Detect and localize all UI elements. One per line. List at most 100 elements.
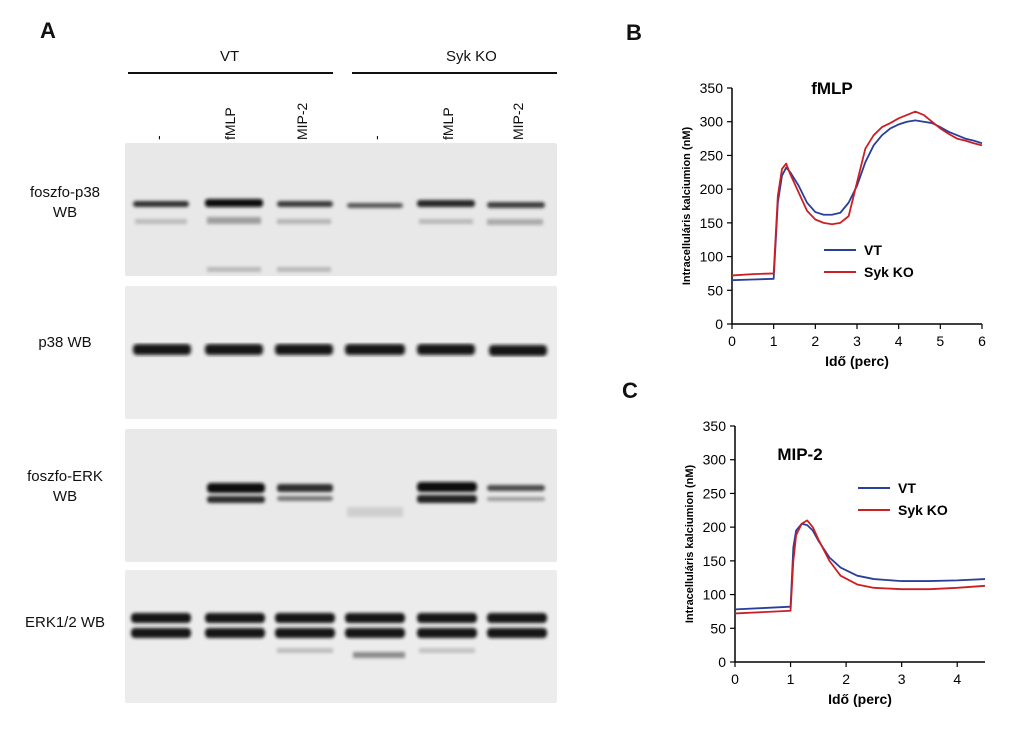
panel-c-letter: C — [622, 378, 638, 403]
legend-label: Syk KO — [864, 264, 914, 280]
legend-label: VT — [864, 242, 882, 258]
x-tick-label: 5 — [936, 333, 944, 349]
band — [277, 484, 333, 492]
chart-title: MIP-2 — [777, 445, 822, 464]
y-axis-label: Intracelluláris kalciumion (nM) — [684, 465, 696, 624]
blot-phospho-erk — [125, 429, 557, 562]
band — [345, 613, 405, 623]
band — [205, 613, 265, 623]
blot-label-phospho-erk: foszfo-ERK WB — [27, 468, 103, 505]
y-tick-label: 50 — [707, 282, 723, 298]
band — [275, 613, 335, 623]
faint-band — [353, 652, 405, 658]
y-tick-label: 0 — [715, 316, 723, 332]
band — [487, 613, 547, 623]
band — [277, 496, 333, 501]
band — [489, 345, 547, 356]
band — [347, 203, 403, 208]
band — [277, 201, 333, 207]
y-tick-label: 350 — [703, 418, 727, 434]
x-tick-label: 0 — [731, 671, 739, 687]
blot-label-erk12: ERK1/2 WB — [24, 614, 106, 631]
series-line-vt — [734, 522, 986, 611]
x-axis-label: Idő (perc) — [828, 691, 892, 707]
band — [417, 613, 477, 623]
band — [345, 628, 405, 638]
group-line-vt — [128, 72, 333, 74]
y-tick-label: 250 — [700, 147, 724, 163]
band — [417, 482, 477, 492]
faint-band — [347, 507, 403, 517]
blot-phospho-erk-bands — [207, 482, 545, 517]
faint-band — [277, 648, 333, 653]
band — [417, 628, 477, 638]
band — [131, 628, 191, 638]
lane-label-vt-mip2: MIP-2 — [294, 102, 310, 140]
faint-band — [207, 217, 261, 224]
faint-band — [135, 219, 187, 224]
x-tick-label: 2 — [842, 671, 850, 687]
y-tick-label: 200 — [700, 181, 724, 197]
blot-phospho-p38-bands — [133, 199, 545, 272]
band — [207, 483, 265, 493]
panel-a-letter: A — [40, 18, 56, 43]
blot-label-p38: p38 WB — [38, 334, 92, 351]
band — [205, 199, 263, 207]
lane-label-syk-fmlp: fMLP — [440, 107, 456, 140]
band — [133, 344, 191, 355]
faint-band — [419, 648, 475, 653]
band — [133, 201, 189, 207]
x-tick-label: 0 — [728, 333, 736, 349]
group-label-syk-ko: Syk KO — [446, 48, 497, 65]
chart-fmlp: 0 50 100 150 200 250 300 350 0 1 2 3 4 5 6 Idő (perc) In… — [681, 79, 986, 369]
band — [205, 344, 263, 355]
x-tick-label: 3 — [898, 671, 906, 687]
faint-band — [419, 219, 473, 224]
band — [417, 200, 475, 207]
series-line-vt — [731, 119, 983, 282]
series-line-syk-ko — [734, 519, 986, 615]
series-line-syk-ko — [731, 110, 983, 277]
y-tick-label: 200 — [703, 519, 727, 535]
y-tick-label: 250 — [703, 485, 727, 501]
panel-b-letter: B — [626, 20, 642, 45]
faint-band — [277, 219, 331, 224]
band — [487, 628, 547, 638]
lane-label-vt-fmlp: fMLP — [222, 107, 238, 140]
x-tick-label: 4 — [895, 333, 903, 349]
group-line-syk-ko — [352, 72, 557, 74]
x-tick-label: 1 — [770, 333, 778, 349]
legend-label: Syk KO — [898, 502, 948, 518]
y-tick-label: 150 — [700, 215, 724, 231]
band — [487, 497, 545, 501]
y-tick-label: 100 — [703, 587, 727, 603]
x-tick-label: 6 — [978, 333, 986, 349]
blot-erk12-bands — [131, 613, 547, 658]
y-axis-label: Intracelluláris kalciumion (nM) — [681, 127, 693, 286]
y-tick-label: 50 — [710, 620, 726, 636]
faint-band — [277, 267, 331, 272]
band — [275, 628, 335, 638]
x-tick-label: 2 — [811, 333, 819, 349]
band — [207, 496, 265, 503]
chart-mip2: 0 50 100 150 200 250 300 350 0 1 2 3 4 Idő (perc) Intr… — [684, 418, 986, 707]
x-tick-label: 3 — [853, 333, 861, 349]
blot-p38 — [125, 286, 557, 419]
band — [417, 344, 475, 355]
lane-label-syk-mip2: MIP-2 — [510, 102, 526, 140]
band — [275, 344, 333, 355]
x-axis-label: Idő (perc) — [825, 353, 889, 369]
lane-label-vt-control: - — [150, 135, 166, 140]
band — [345, 344, 405, 355]
y-tick-label: 0 — [718, 654, 726, 670]
band — [131, 613, 191, 623]
y-tick-label: 300 — [700, 114, 724, 130]
y-tick-label: 100 — [700, 249, 724, 265]
blot-label-phospho-p38: foszfo-p38 WB — [29, 184, 101, 221]
group-label-vt: VT — [220, 48, 240, 65]
legend-label: VT — [898, 480, 916, 496]
band — [487, 202, 545, 208]
band — [487, 485, 545, 491]
y-tick-label: 300 — [703, 452, 727, 468]
blot-erk12 — [125, 570, 557, 703]
